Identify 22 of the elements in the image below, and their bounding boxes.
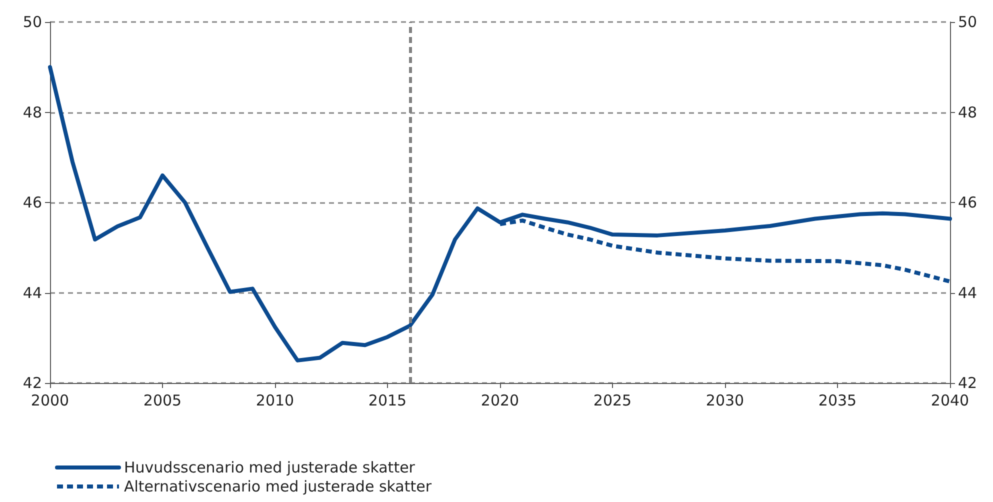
x-tick-label: 2005 [143, 392, 182, 410]
y2-tick-label: 42 [958, 374, 978, 392]
x-tick-label: 2035 [818, 392, 857, 410]
y-tick-label: 46 [22, 194, 42, 212]
y-tick-label: 42 [22, 374, 42, 392]
x-tick-label: 2015 [368, 392, 407, 410]
y2-tick-label: 44 [958, 284, 978, 302]
x-tick-label: 2010 [256, 392, 294, 410]
y-tick-label: 48 [22, 103, 42, 122]
y-tick-label: 44 [22, 284, 42, 302]
line-series [48, 65, 952, 362]
x-tick-label: 2025 [593, 392, 632, 410]
y2-tick-label: 46 [958, 194, 978, 212]
x-tick-label: 2000 [30, 392, 70, 410]
x-tick-label: 2030 [706, 392, 744, 410]
legend-label: Alternativscenario med justerade skatter [124, 478, 432, 496]
y2-tick-label: 50 [958, 13, 978, 31]
y-tick-label: 50 [22, 13, 42, 31]
x-tick-label: 2040 [930, 392, 970, 410]
y2-tick-label: 48 [958, 103, 978, 122]
legend-label: Huvudsscenario med justerade skatter [124, 458, 416, 476]
x-tick-label: 2020 [480, 392, 520, 410]
